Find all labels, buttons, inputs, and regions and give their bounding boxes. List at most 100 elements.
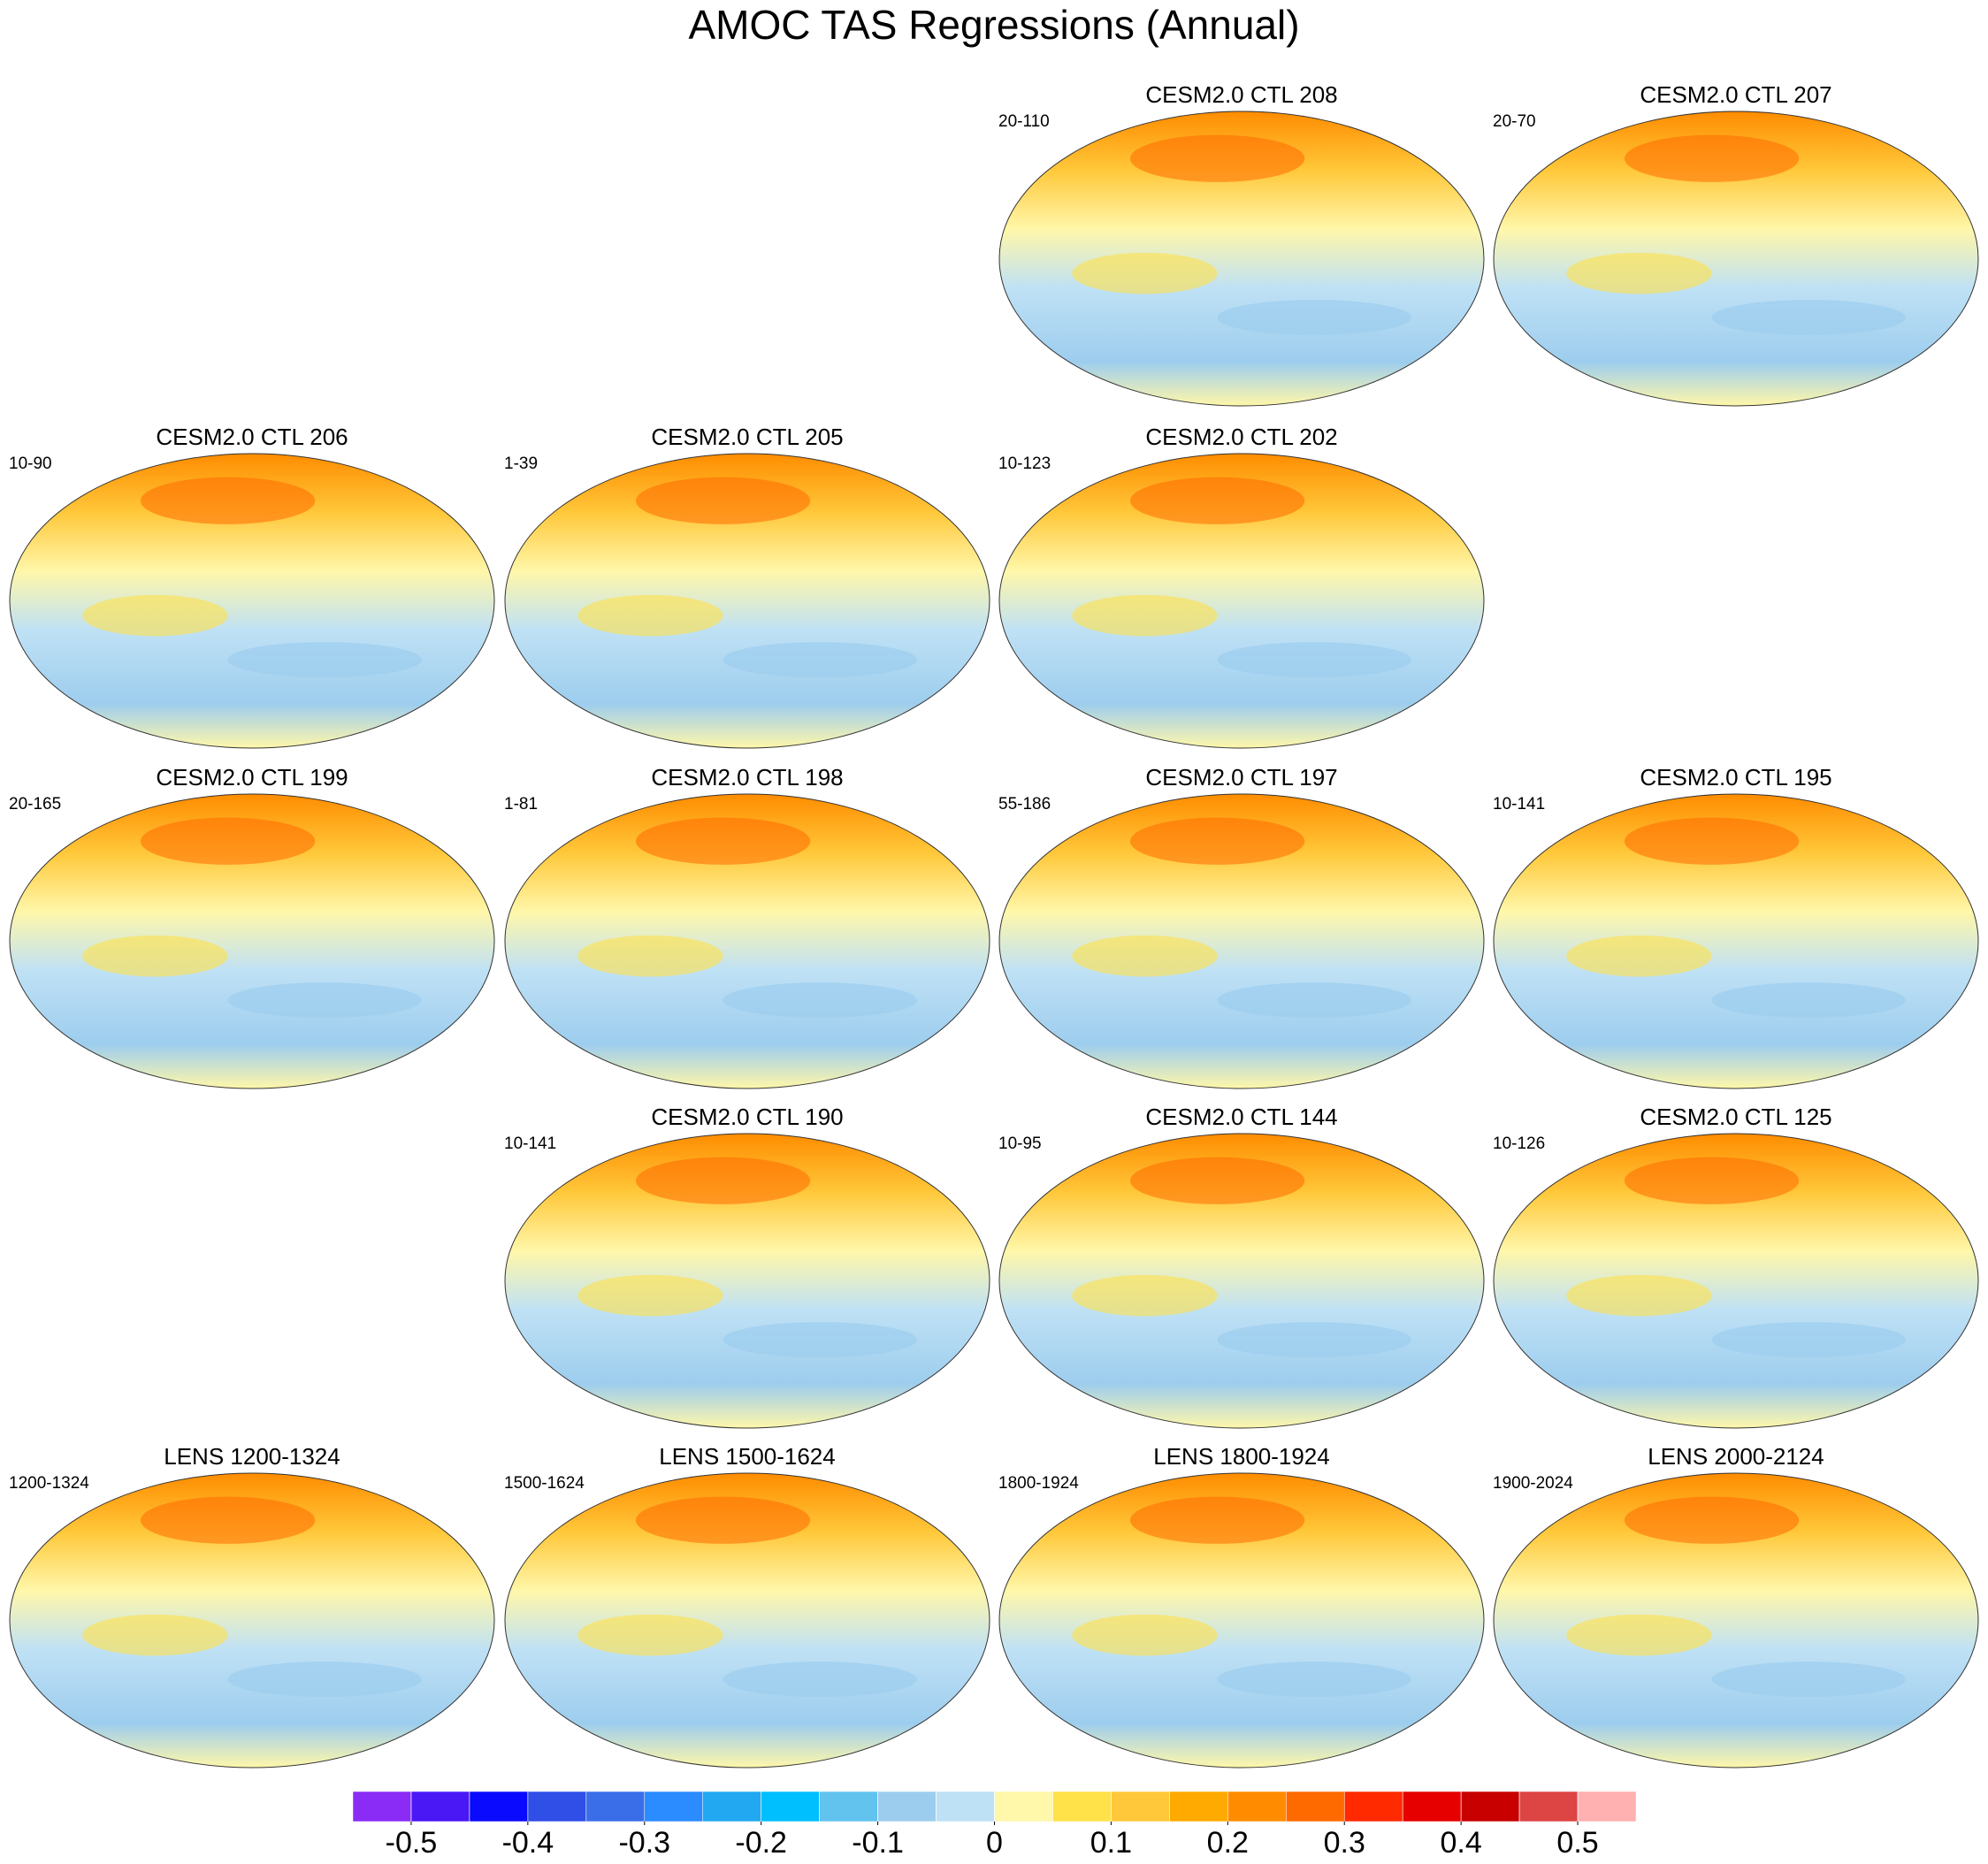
colorbar-box [936,1791,995,1822]
colorbar-box [1577,1791,1637,1822]
panel-label: 1500-1624 [504,1474,585,1493]
map-blob [1566,935,1712,977]
panel-title: CESM2.0 CTL 208 [1145,81,1337,108]
map-panel: CESM2.0 CTL 208 20-110 [998,81,1485,407]
panel-title: CESM2.0 CTL 190 [651,1104,843,1130]
map-blob [1217,642,1411,678]
colorbar-tick-label: 0.3 [1324,1826,1365,1860]
map-blob [1217,300,1411,336]
panel-label: 1800-1924 [998,1474,1079,1493]
map-panel: CESM2.0 CTL 199 20-165 [9,764,495,1089]
colorbar-box [644,1791,703,1822]
map-blob [1072,252,1218,294]
colorbar-box [819,1791,878,1822]
map-blob [723,982,917,1019]
map-blob [1711,1322,1906,1358]
colorbar-tick-label: 0.5 [1556,1826,1598,1860]
map-blob [82,935,228,977]
panel-title: CESM2.0 CTL 125 [1640,1104,1831,1130]
panel-label: 10-141 [504,1134,556,1153]
map-blob [635,1496,811,1544]
map-panel: LENS 1500-1624 1500-1624 [504,1443,990,1769]
panel-title: CESM2.0 CTL 195 [1640,764,1831,791]
map-blob [1072,1614,1218,1656]
panel-title: LENS 1500-1624 [659,1443,835,1470]
map-blob [140,477,316,524]
colorbar-box [994,1791,1053,1822]
panel-label: 10-90 [9,455,52,473]
map-blob [577,594,723,637]
map-panel: CESM2.0 CTL 195 10-141 [1493,764,1979,1089]
map-blob [635,1157,811,1204]
colorbar-box [1052,1791,1112,1822]
map-blob [82,1614,228,1656]
map-blob [82,594,228,637]
panel-title: CESM2.0 CTL 144 [1145,1104,1337,1130]
map-panel: CESM2.0 CTL 190 10-141 [504,1104,990,1429]
map-panel: CESM2.0 CTL 205 1-39 [504,424,990,749]
colorbar-box [352,1791,412,1822]
panel-label: 1900-2024 [1493,1474,1573,1493]
map-blob [1711,982,1906,1019]
map-blob [1129,1157,1305,1204]
panel-label: 55-186 [998,795,1051,814]
map-panel: CESM2.0 CTL 198 1-81 [504,764,990,1089]
colorbar-box [1169,1791,1228,1822]
map-blob [1217,1322,1411,1358]
map-panel: CESM2.0 CTL 144 10-95 [998,1104,1485,1429]
map-blob [1566,252,1712,294]
panel-title: LENS 1800-1924 [1153,1443,1329,1470]
map-panel: CESM2.0 CTL 202 10-123 [998,424,1485,749]
colorbar-tick-label: 0.1 [1090,1826,1132,1860]
map-blob [227,1662,422,1698]
colorbar-box [761,1791,820,1822]
map-blob [723,1322,917,1358]
map-blob [723,1662,917,1698]
panel-title: CESM2.0 CTL 197 [1145,764,1337,791]
map-blob [577,1614,723,1656]
map-panel: CESM2.0 CTL 197 55-186 [998,764,1485,1089]
map-blob [1129,477,1305,524]
map-blob [227,982,422,1019]
panel-title: CESM2.0 CTL 207 [1640,81,1831,108]
map-blob [577,935,723,977]
colorbar-tick-label: -0.1 [852,1826,904,1860]
panel-label: 1-39 [504,455,538,473]
colorbar-box [1227,1791,1287,1822]
panel-label: 10-141 [1493,795,1545,814]
panel-title: CESM2.0 CTL 202 [1145,424,1337,450]
colorbar-tick-label: 0 [986,1826,1003,1860]
map-blob [1072,935,1218,977]
colorbar-tick-label: 0.4 [1441,1826,1482,1860]
colorbar-box [469,1791,529,1822]
map-blob [1129,1496,1305,1544]
map-blob [635,817,811,865]
colorbar-box [410,1791,470,1822]
map-panel: CESM2.0 CTL 125 10-126 [1493,1104,1979,1429]
panel-label: 20-165 [9,795,61,814]
map-blob [1566,1614,1712,1656]
map-blob [1129,134,1305,182]
panel-title: LENS 2000-2124 [1648,1443,1824,1470]
colorbar-box [1518,1791,1579,1822]
colorbar-box [1111,1791,1170,1822]
map-blob [1217,982,1411,1019]
panel-label: 10-123 [998,455,1051,473]
map-panel: LENS 1800-1924 1800-1924 [998,1443,1485,1769]
panel-title: CESM2.0 CTL 199 [156,764,348,791]
colorbar-box [877,1791,937,1822]
map-panel: LENS 1200-1324 1200-1324 [9,1443,495,1769]
map-blob [1711,1662,1906,1698]
colorbar-box [585,1791,646,1822]
map-blob [1711,300,1906,336]
map-panel: LENS 2000-2124 1900-2024 [1493,1443,1979,1769]
colorbar-tick-label: 0.2 [1207,1826,1249,1860]
map-blob [1072,594,1218,637]
map-blob [1129,817,1305,865]
map-blob [1217,1662,1411,1698]
colorbar-tick-label: -0.5 [386,1826,438,1860]
map-blob [227,642,422,678]
colorbar-tick-label: -0.2 [735,1826,787,1860]
colorbar-box [1402,1791,1462,1822]
